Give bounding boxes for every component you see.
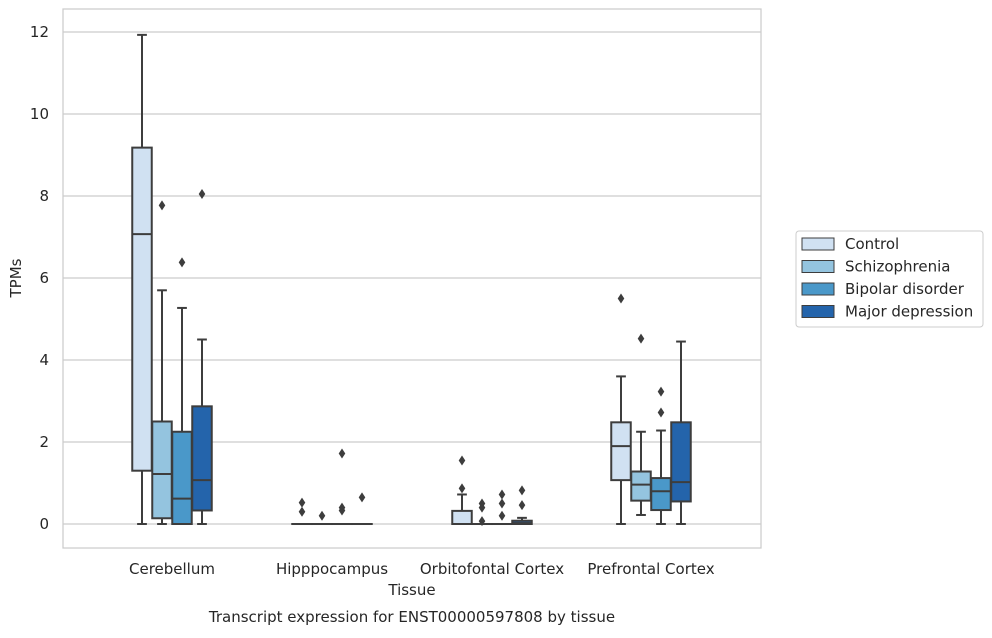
y-tick-label: 4 [39, 351, 49, 369]
chart-title: Transcript expression for ENST0000059780… [208, 608, 615, 626]
box-3-3 [671, 342, 691, 524]
outlier-marker [179, 257, 186, 267]
box-2-3 [651, 387, 671, 524]
outlier-marker [459, 483, 466, 493]
outlier-marker [359, 492, 366, 502]
y-axis-label: TPMs [7, 258, 25, 298]
box-1-1 [312, 511, 332, 524]
box-3-2 [512, 485, 532, 524]
outlier-marker [299, 498, 306, 508]
legend-swatch [802, 283, 834, 295]
y-tick-label: 12 [30, 23, 49, 41]
box-iqr [152, 422, 172, 519]
legend-label: Schizophrenia [845, 258, 950, 276]
y-tick-label: 10 [30, 105, 49, 123]
outlier-marker [658, 407, 665, 417]
box-iqr [631, 472, 651, 501]
outlier-marker [618, 294, 625, 304]
box-iqr [671, 422, 691, 501]
outlier-marker [339, 448, 346, 458]
outlier-marker [299, 507, 306, 517]
outlier-marker [459, 455, 466, 465]
box-iqr [651, 478, 671, 510]
outlier-marker [159, 200, 166, 210]
y-tick-label: 0 [39, 515, 49, 533]
box-0-3 [611, 294, 631, 525]
outlier-marker [499, 499, 506, 509]
x-tick-label: Cerebellum [129, 560, 215, 578]
box-0-0 [132, 35, 152, 524]
box-1-3 [631, 334, 651, 515]
legend-label: Major depression [845, 303, 973, 321]
box-iqr [611, 422, 631, 480]
y-ticks: 0 2 4 6 8 10 12 [30, 23, 49, 533]
x-ticks: Cerebellum Hipppocampus Orbitofontal Corte… [129, 560, 715, 578]
x-tick-label: Hipppocampus [276, 560, 388, 578]
outlier-marker [658, 387, 665, 397]
box-1-2 [472, 499, 492, 527]
boxes-layer [132, 35, 691, 526]
outlier-marker [638, 334, 645, 344]
legend-label: Control [845, 235, 899, 253]
y-tick-label: 2 [39, 433, 49, 451]
legend-swatch [802, 306, 834, 318]
x-tick-label: Prefrontal Cortex [587, 560, 714, 578]
outlier-marker [519, 485, 526, 495]
box-0-2 [452, 455, 472, 524]
box-2-2 [492, 489, 512, 524]
legend-swatch [802, 238, 834, 250]
outlier-marker [519, 500, 526, 510]
box-2-1 [332, 448, 352, 524]
y-tick-label: 8 [39, 187, 49, 205]
outlier-marker [499, 489, 506, 499]
box-iqr [132, 148, 152, 471]
box-1-0 [152, 200, 172, 524]
box-iqr [192, 406, 212, 510]
legend-swatch [802, 261, 834, 273]
x-axis-label: Tissue [387, 581, 435, 599]
box-3-1 [352, 492, 372, 524]
box-3-0 [192, 189, 212, 524]
box-iqr [172, 432, 192, 524]
outlier-marker [199, 189, 206, 199]
y-tick-label: 6 [39, 269, 49, 287]
x-tick-label: Orbitofontal Cortex [420, 560, 564, 578]
box-2-0 [172, 257, 192, 524]
outlier-marker [499, 511, 506, 521]
legend: Control Schizophrenia Bipolar disorder Majo… [796, 231, 983, 327]
outlier-marker [319, 511, 326, 521]
legend-label: Bipolar disorder [845, 280, 965, 298]
box-iqr [452, 511, 472, 524]
box-0-1 [292, 498, 312, 524]
